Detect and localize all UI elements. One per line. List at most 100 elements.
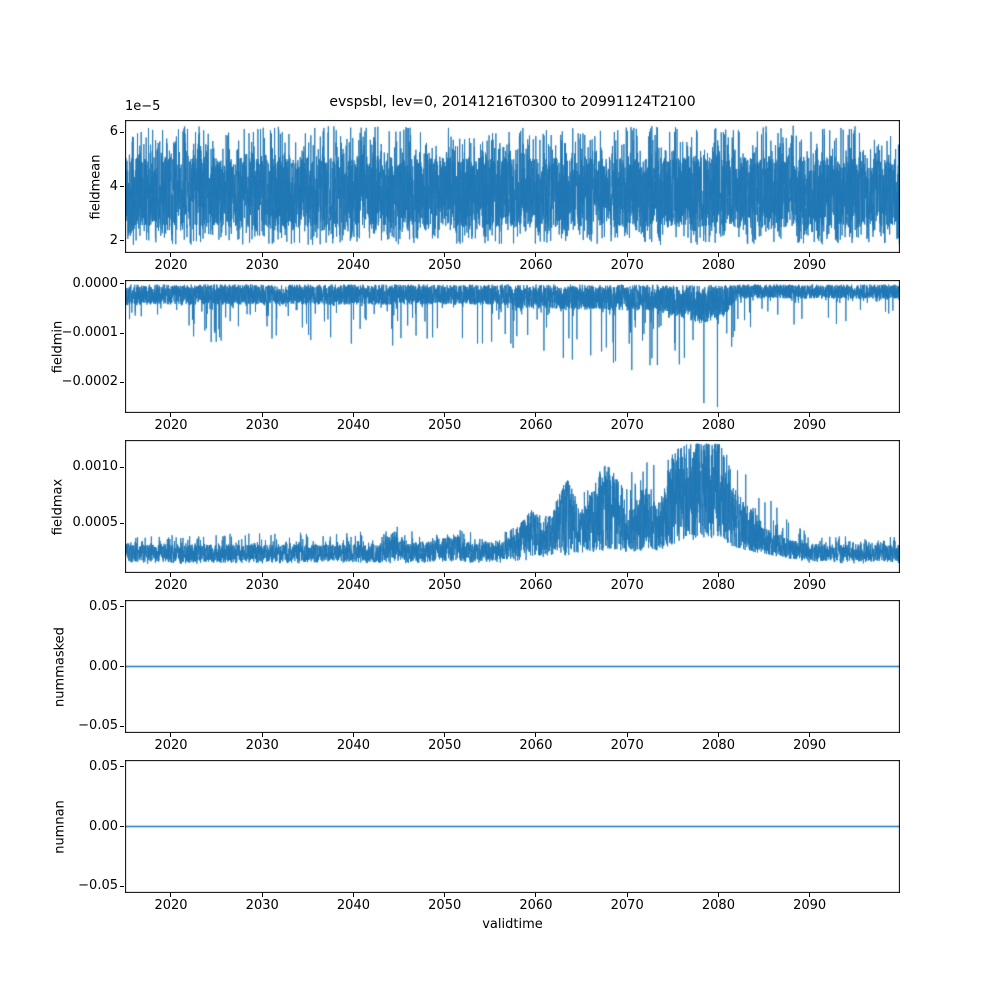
x-tick-label: 2070 <box>610 418 644 433</box>
x-tick-label: 2090 <box>793 738 827 753</box>
y-tick-mark <box>120 186 124 187</box>
x-tick-label: 2080 <box>701 738 735 753</box>
y-axis-offset-label: 1e−5 <box>125 99 161 114</box>
x-tick-label: 2080 <box>701 418 735 433</box>
y-tick-mark <box>120 283 124 285</box>
x-axis-label: validtime <box>482 917 543 932</box>
x-tick-label: 2070 <box>610 738 644 753</box>
y-tick-label: −0.05 <box>78 878 118 894</box>
x-tick-mark <box>626 413 628 417</box>
y-tick-label: 0.0010 <box>72 459 119 475</box>
y-tick-label: −0.0001 <box>61 325 118 341</box>
y-tick-label: 2 <box>109 232 118 248</box>
y-tick-mark <box>120 466 124 468</box>
x-tick-label: 2060 <box>519 738 553 753</box>
chart-fieldmean-canvas <box>125 120 900 253</box>
x-tick-mark <box>444 413 446 417</box>
x-tick-mark <box>809 413 811 417</box>
y-tick-label: 4 <box>109 178 118 194</box>
x-tick-label: 2050 <box>428 418 462 433</box>
y-tick-mark <box>120 522 124 524</box>
x-tick-mark <box>444 733 446 737</box>
x-tick-label: 2060 <box>519 898 553 913</box>
x-tick-label: 2080 <box>701 898 735 913</box>
x-tick-mark <box>535 733 537 737</box>
y-tick-label: −0.0002 <box>61 374 118 390</box>
y-tick-mark <box>120 131 124 133</box>
y-tick-mark <box>120 826 124 827</box>
x-tick-label: 2040 <box>336 258 370 273</box>
x-tick-mark <box>535 413 537 417</box>
x-tick-mark <box>352 573 354 577</box>
y-tick-mark <box>120 240 124 242</box>
chart-numnan-canvas <box>125 760 900 893</box>
y-tick-label: 0.0000 <box>72 275 119 291</box>
y-tick-label: 0.05 <box>89 758 118 774</box>
x-tick-mark <box>717 413 719 417</box>
x-tick-label: 2070 <box>610 578 644 593</box>
x-tick-mark <box>809 573 811 577</box>
x-tick-label: 2040 <box>336 738 370 753</box>
x-tick-label: 2020 <box>154 898 188 913</box>
x-tick-mark <box>170 413 172 417</box>
x-tick-label: 2050 <box>428 578 462 593</box>
x-tick-mark <box>170 253 172 257</box>
y-tick-mark <box>120 885 124 887</box>
x-tick-label: 2050 <box>428 738 462 753</box>
x-tick-label: 2070 <box>610 898 644 913</box>
x-tick-mark <box>626 733 628 737</box>
x-tick-label: 2050 <box>428 258 462 273</box>
y-tick-mark <box>120 766 124 768</box>
y-tick-mark <box>120 606 124 608</box>
x-tick-label: 2040 <box>336 898 370 913</box>
chart-fieldmin-canvas <box>125 280 900 413</box>
x-tick-mark <box>809 253 811 257</box>
x-tick-mark <box>535 573 537 577</box>
x-tick-mark <box>170 733 172 737</box>
y-axis-label-fieldmin: fieldmin <box>50 320 66 373</box>
x-tick-mark <box>444 893 446 897</box>
y-tick-label: 6 <box>109 124 118 140</box>
y-tick-label: 0.0005 <box>72 515 119 531</box>
y-tick-mark <box>120 332 124 334</box>
x-tick-mark <box>809 733 811 737</box>
x-tick-label: 2080 <box>701 258 735 273</box>
y-tick-label: 0.00 <box>89 818 118 834</box>
x-tick-label: 2060 <box>519 258 553 273</box>
x-tick-label: 2020 <box>154 258 188 273</box>
x-tick-mark <box>261 893 263 897</box>
x-tick-label: 2020 <box>154 418 188 433</box>
x-tick-mark <box>444 573 446 577</box>
x-tick-label: 2060 <box>519 578 553 593</box>
chart-nummasked-canvas <box>125 600 900 733</box>
x-tick-mark <box>444 253 446 257</box>
x-tick-label: 2090 <box>793 898 827 913</box>
x-tick-label: 2030 <box>245 578 279 593</box>
x-tick-mark <box>352 413 354 417</box>
figure-title: evspsbl, lev=0, 20141216T0300 to 2099112… <box>329 94 696 110</box>
y-tick-mark <box>120 381 124 383</box>
y-tick-label: −0.05 <box>78 718 118 734</box>
x-tick-mark <box>717 733 719 737</box>
x-tick-label: 2030 <box>245 418 279 433</box>
x-tick-label: 2040 <box>336 578 370 593</box>
x-tick-mark <box>261 413 263 417</box>
x-tick-mark <box>535 893 537 897</box>
x-tick-label: 2090 <box>793 418 827 433</box>
x-tick-label: 2080 <box>701 578 735 593</box>
x-tick-mark <box>535 253 537 257</box>
x-tick-mark <box>717 573 719 577</box>
x-tick-label: 2030 <box>245 738 279 753</box>
x-tick-label: 2020 <box>154 738 188 753</box>
x-tick-mark <box>717 893 719 897</box>
x-tick-label: 2050 <box>428 898 462 913</box>
x-tick-mark <box>717 253 719 257</box>
y-tick-label: 0.00 <box>89 658 118 674</box>
x-tick-label: 2090 <box>793 258 827 273</box>
x-tick-label: 2060 <box>519 418 553 433</box>
x-tick-label: 2030 <box>245 258 279 273</box>
x-tick-mark <box>170 893 172 897</box>
x-tick-label: 2070 <box>610 258 644 273</box>
x-tick-mark <box>352 893 354 897</box>
